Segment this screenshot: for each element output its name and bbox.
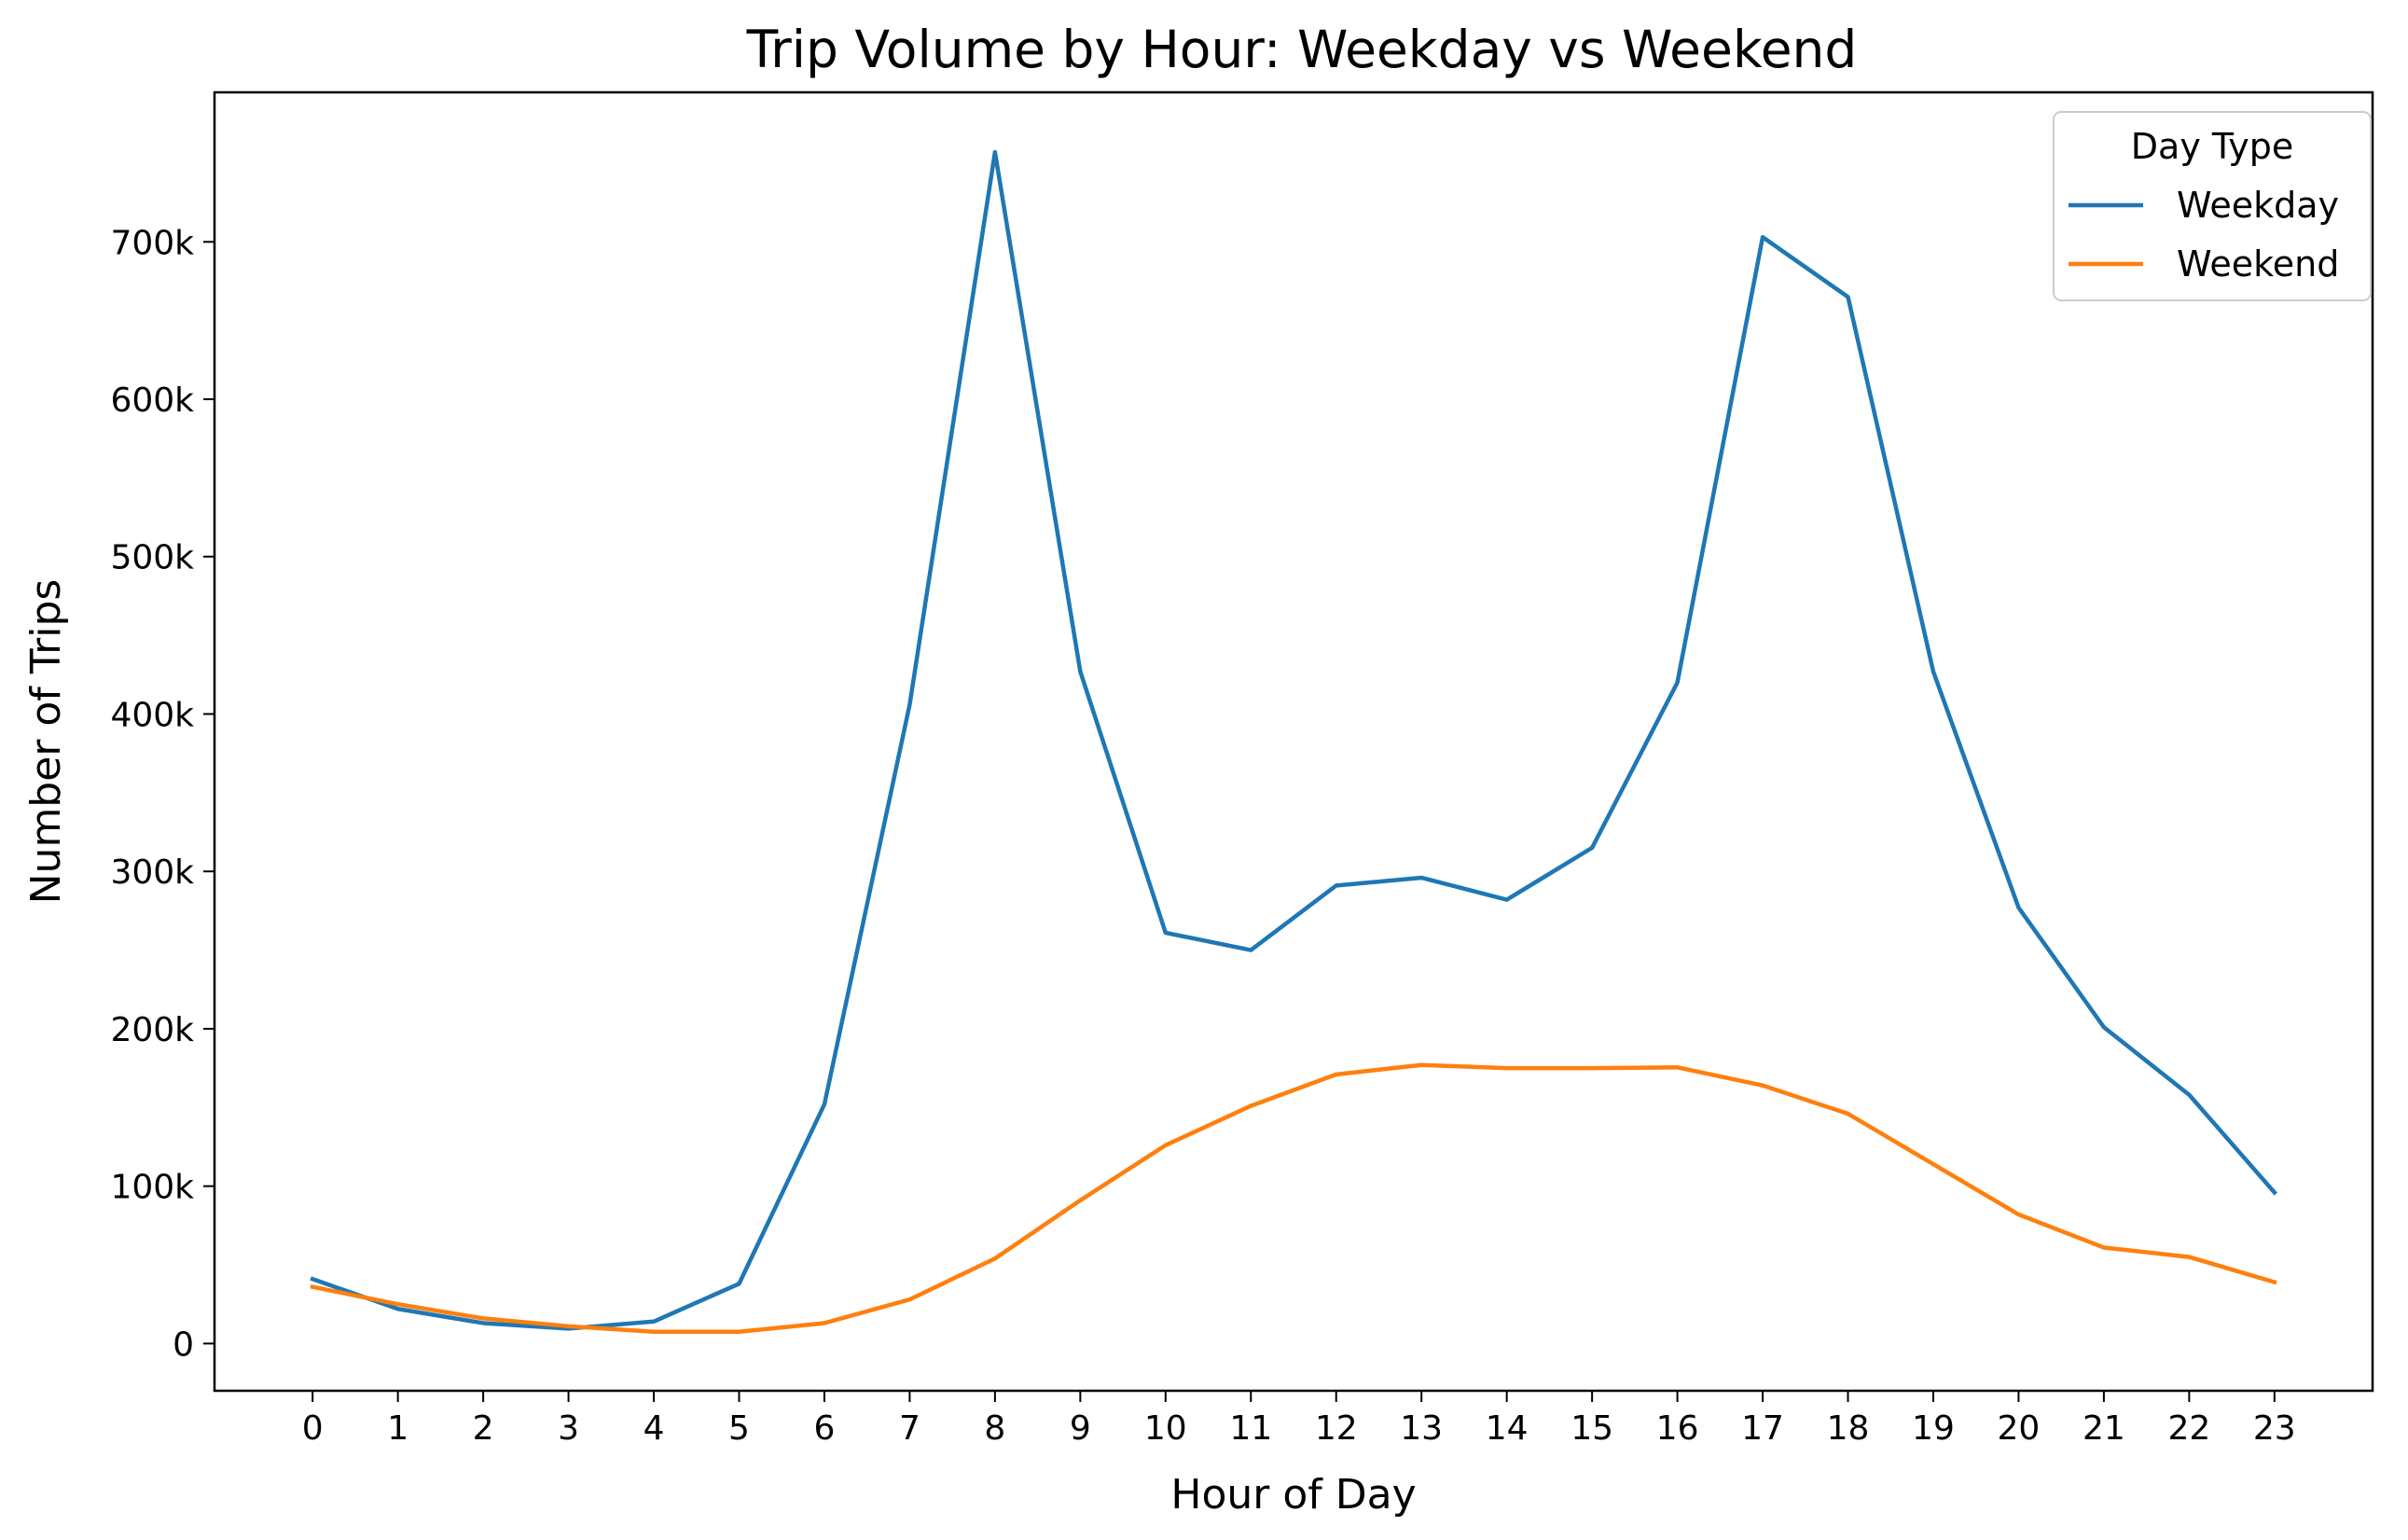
legend: Day Type Weekday Weekend [2053, 111, 2372, 301]
x-tick-label: 9 [1070, 1409, 1091, 1448]
x-tick-label: 23 [2253, 1409, 2296, 1448]
y-axis-label: Number of Trips [22, 579, 70, 905]
x-tick-label: 17 [1741, 1409, 1784, 1448]
y-axis: 0 100k 200k 300k 400k 500k 600k 700k [110, 224, 215, 1364]
legend-box [2053, 111, 2372, 301]
x-tick-label: 10 [1144, 1409, 1187, 1448]
y-tick-label: 300k [110, 853, 194, 892]
x-axis: 0 1 2 3 4 5 6 7 8 9 10 11 12 13 14 15 16 17 18 19 20 21 22 23 [302, 1391, 2296, 1448]
x-tick-label: 7 [899, 1409, 920, 1448]
x-tick-label: 11 [1229, 1409, 1272, 1448]
y-tick-label: 0 [173, 1325, 194, 1364]
series-line-weekday [310, 149, 2277, 1331]
x-tick-label: 8 [984, 1409, 1005, 1448]
x-tick-label: 14 [1486, 1409, 1529, 1448]
x-tick-label: 16 [1656, 1409, 1699, 1448]
x-tick-label: 2 [473, 1409, 494, 1448]
x-tick-label: 12 [1315, 1409, 1358, 1448]
y-tick-label: 100k [110, 1169, 194, 1207]
x-axis-label: Hour of Day [1170, 1471, 1416, 1519]
y-tick-label: 500k [110, 539, 194, 577]
legend-label-weekday: Weekday [2177, 185, 2339, 226]
x-tick-label: 22 [2167, 1409, 2210, 1448]
x-tick-label: 20 [1998, 1409, 2041, 1448]
y-tick-label: 600k [110, 382, 194, 420]
x-tick-label: 15 [1571, 1409, 1613, 1448]
chart-title: Trip Volume by Hour: Weekday vs Weekend [746, 20, 1858, 79]
x-tick-label: 18 [1827, 1409, 1870, 1448]
y-tick-label: 200k [110, 1011, 194, 1049]
x-tick-label: 13 [1400, 1409, 1443, 1448]
x-tick-label: 1 [387, 1409, 408, 1448]
plot-area [310, 149, 2277, 1334]
plot-frame [213, 90, 2374, 1393]
series-line-weekend [310, 1062, 2277, 1334]
legend-title: Day Type [2131, 126, 2293, 167]
x-tick-label: 6 [814, 1409, 836, 1448]
x-tick-label: 4 [644, 1409, 665, 1448]
x-tick-label: 3 [558, 1409, 579, 1448]
x-tick-label: 21 [2083, 1409, 2125, 1448]
x-tick-label: 5 [728, 1409, 750, 1448]
y-tick-label: 400k [110, 696, 194, 734]
x-tick-label: 0 [302, 1409, 324, 1448]
y-tick-label: 700k [110, 224, 194, 262]
x-tick-label: 19 [1912, 1409, 1955, 1448]
legend-label-weekend: Weekend [2177, 243, 2339, 284]
